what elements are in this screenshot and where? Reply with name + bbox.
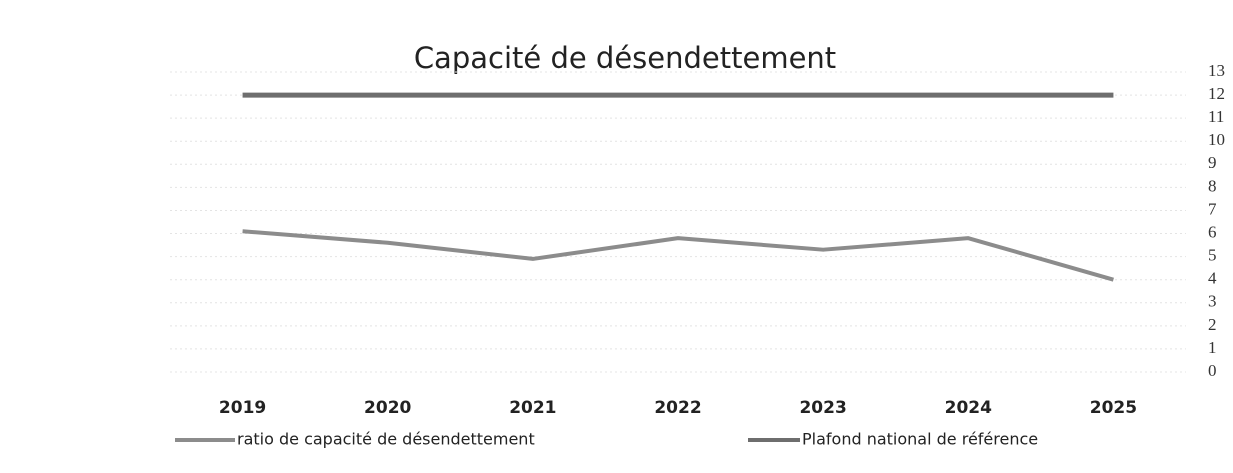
x-tick-label: 2024: [945, 398, 992, 418]
y-tick-label: 5: [1208, 246, 1217, 265]
y-tick-label: 0: [1208, 361, 1217, 380]
y-tick-label: 9: [1208, 153, 1217, 172]
legend-label: ratio de capacité de désendettement: [237, 430, 535, 449]
y-tick-label: 2: [1208, 315, 1217, 334]
y-tick-label: 4: [1208, 269, 1217, 288]
x-tick-label: 2025: [1090, 398, 1137, 418]
y-tick-label: 7: [1208, 199, 1217, 218]
y-tick-label: 3: [1208, 292, 1217, 311]
y-tick-label: 1: [1208, 338, 1217, 357]
x-tick-label: 2021: [509, 398, 556, 418]
y-tick-label: 8: [1208, 176, 1217, 195]
x-tick-label: 2023: [799, 398, 846, 418]
x-tick-label: 2019: [219, 398, 266, 418]
y-tick-label: 11: [1208, 107, 1224, 126]
y-tick-label: 10: [1208, 130, 1225, 149]
x-tick-label: 2020: [364, 398, 411, 418]
y-tick-label: 12: [1208, 84, 1225, 103]
x-tick-label: 2022: [654, 398, 701, 418]
legend-label: Plafond national de référence: [802, 430, 1038, 449]
chart-title: Capacité de désendettement: [414, 41, 836, 75]
y-tick-label: 6: [1208, 222, 1217, 241]
y-tick-label: 13: [1208, 61, 1225, 80]
series-line: [242, 229, 1114, 282]
